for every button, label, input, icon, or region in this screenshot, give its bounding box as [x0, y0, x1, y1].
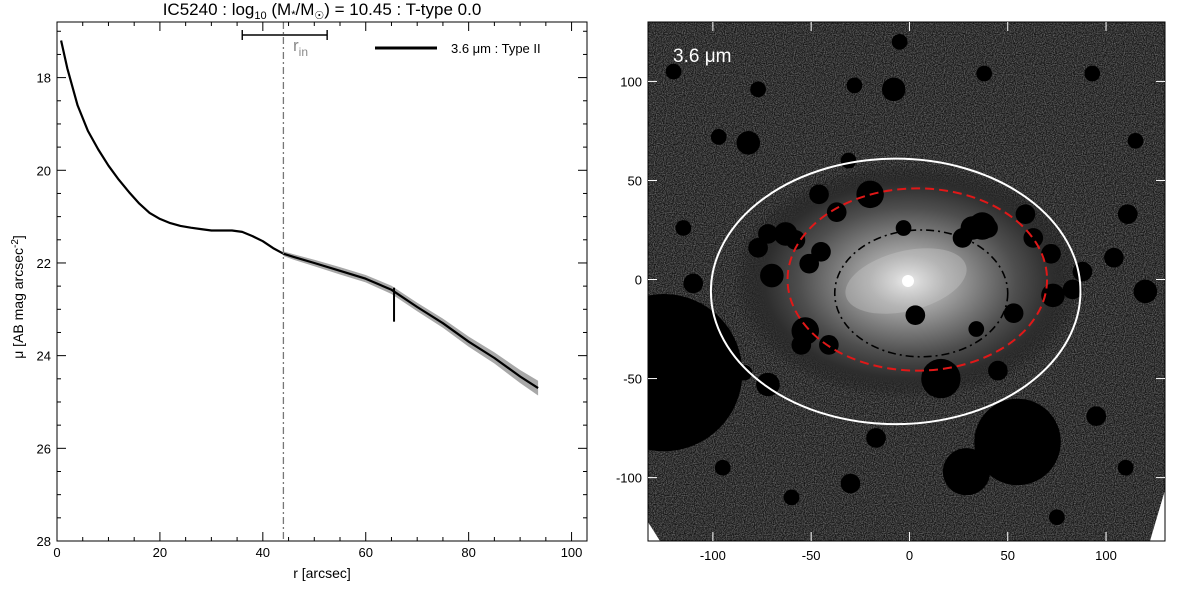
star-mask [736, 131, 761, 155]
x-tick-label: 0 [53, 545, 60, 560]
x-tick-label: 0 [906, 548, 913, 563]
star-mask [1086, 406, 1107, 427]
star-mask [1127, 132, 1144, 149]
star-mask [758, 224, 778, 244]
profile-panel: IC5240 : log10 (M*/M☉) = 10.45 : T-type … [10, 0, 588, 581]
x-tick-label: -100 [700, 548, 726, 563]
image-y-ticks: 100 50 0 -50 -100 [616, 74, 1165, 486]
star-mask [773, 222, 798, 246]
star-mask [714, 459, 731, 476]
star-mask [648, 294, 743, 452]
legend-label: 3.6 μm : Type II [451, 41, 541, 56]
star-mask [974, 398, 1061, 486]
star-mask [748, 237, 768, 258]
y-tick-label: 24 [37, 349, 51, 364]
x-tick-label: 80 [461, 545, 475, 560]
star-mask [791, 335, 812, 355]
ellipse-break [786, 187, 1049, 372]
star-mask [1062, 279, 1083, 300]
star-mask [968, 321, 985, 337]
star-mask [826, 202, 847, 222]
x-tick-label: 50 [1001, 548, 1015, 563]
legend: 3.6 μm : Type II [375, 41, 541, 56]
star-mask [783, 489, 800, 506]
star-mask [881, 77, 906, 102]
star-masks [648, 33, 1158, 526]
star-mask [750, 81, 766, 98]
star-mask [675, 220, 692, 236]
star-mask [736, 364, 753, 381]
y-tick-label: 22 [37, 256, 51, 271]
x-tick-label: 40 [256, 545, 270, 560]
star-mask [866, 428, 886, 448]
star-mask [683, 273, 704, 294]
star-mask [760, 263, 784, 288]
star-mask [1041, 283, 1065, 308]
r-in-label: rin [293, 36, 308, 59]
y-tick-label: 50 [628, 173, 642, 188]
profile-line [60, 40, 539, 390]
x-tick-label: -50 [802, 548, 821, 563]
star-mask [819, 335, 839, 355]
y-axis-label: μ [AB mag arcsec-2] [10, 235, 26, 359]
star-mask [809, 184, 829, 205]
star-mask [811, 241, 831, 262]
star-mask [895, 220, 912, 236]
y-axis-ticks: 18 20 22 24 26 28 [37, 30, 587, 549]
x-tick-label: 100 [561, 545, 583, 560]
star-mask [1003, 303, 1024, 324]
chart-title: IC5240 : log10 (M*/M☉) = 10.45 : T-type … [163, 0, 482, 22]
y-tick-label: -100 [616, 471, 642, 486]
y-tick-label: 100 [620, 74, 642, 89]
ellipse-inner [833, 229, 1009, 358]
star-mask [905, 305, 926, 326]
band-label: 3.6 μm [673, 46, 731, 67]
image-frame [647, 21, 1166, 542]
ellipse-outer [709, 157, 1082, 426]
star-mask [705, 360, 721, 377]
x-tick-label: 60 [359, 545, 373, 560]
star-mask [976, 65, 993, 82]
star-mask [1117, 459, 1134, 476]
y-tick-label: 18 [37, 71, 51, 86]
star-mask [1049, 509, 1065, 526]
star-mask [1072, 261, 1093, 282]
star-mask [1015, 204, 1036, 224]
y-tick-label: 26 [37, 441, 51, 456]
y-tick-label: -50 [623, 372, 642, 387]
x-tick-label: 100 [1095, 548, 1117, 563]
star-mask [1041, 243, 1061, 264]
y-tick-label: 0 [635, 273, 642, 288]
image-panel: -100 -50 0 50 100 100 50 0 -50 -100 3.6 μm [616, 21, 1166, 563]
star-mask [840, 152, 857, 169]
isophote-ellipses [709, 157, 1082, 426]
star-mask [665, 63, 682, 80]
plot-frame [56, 21, 588, 542]
star-mask [942, 448, 991, 496]
galaxy-image [648, 22, 1165, 541]
x-axis-ticks: 0 20 40 60 80 100 [53, 22, 582, 560]
star-mask [921, 358, 961, 399]
uncertainty-band [283, 251, 539, 396]
star-mask [840, 473, 861, 494]
series-line [60, 40, 539, 390]
star-mask [891, 33, 908, 50]
star-mask [846, 77, 863, 94]
y-tick-label: 20 [37, 163, 51, 178]
annotations [241, 22, 396, 541]
y-tick-label: 28 [37, 534, 51, 549]
star-mask [1117, 204, 1138, 224]
image-x-ticks: -100 -50 0 50 100 [700, 22, 1117, 563]
star-mask [1133, 279, 1158, 304]
x-tick-label: 20 [153, 545, 167, 560]
star-mask [1104, 247, 1124, 268]
x-axis-label: r [arcsec] [293, 565, 351, 581]
star-mask [710, 129, 727, 145]
star-mask [988, 360, 1008, 381]
star-mask [968, 212, 996, 240]
error-band [283, 251, 539, 396]
star-mask [1084, 65, 1101, 82]
